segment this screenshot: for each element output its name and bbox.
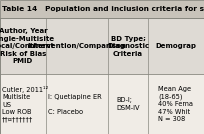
Bar <box>0 18 204 74</box>
Bar <box>0 18 204 134</box>
Text: Mean Age
(18-65)
40% Fema
47% Whit
N = 308: Mean Age (18-65) 40% Fema 47% Whit N = 3… <box>159 86 193 122</box>
Bar <box>0 74 204 134</box>
Text: BD-I;
DSM-IV: BD-I; DSM-IV <box>116 97 140 111</box>
Text: Table 14   Population and inclusion criteria for studies of qu: Table 14 Population and inclusion criter… <box>2 6 204 12</box>
Text: BD Type;
Diagnostic
Criteria: BD Type; Diagnostic Criteria <box>107 36 149 57</box>
Text: Intervention/Comparison: Intervention/Comparison <box>28 43 126 49</box>
Text: Author, Year
Single-Multisite
Local/Continent
Risk of Bias
PMID: Author, Year Single-Multisite Local/Cont… <box>0 28 54 64</box>
Text: I: Quetiapine ER

C: Placebo: I: Quetiapine ER C: Placebo <box>48 94 102 115</box>
Text: Demograp: Demograp <box>155 43 196 49</box>
Text: Cutler, 2011¹²
Multisite
US
Low ROB
††¤††††††: Cutler, 2011¹² Multisite US Low ROB ††¤†… <box>2 86 48 123</box>
Bar <box>0 0 204 18</box>
